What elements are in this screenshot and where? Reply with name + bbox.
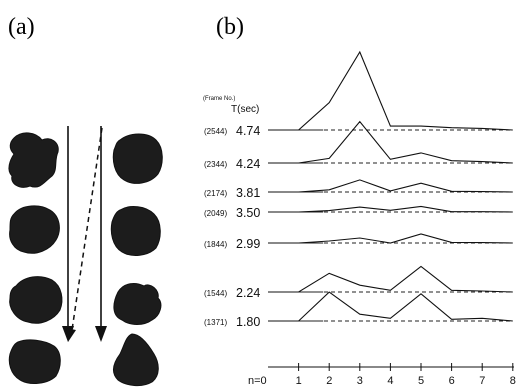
- panel-a-shapes: [8, 126, 163, 387]
- x-tick-label: 8: [510, 375, 516, 387]
- x-tick-label: 7: [479, 375, 485, 387]
- shape-right-1: [112, 133, 163, 184]
- trace-line: [268, 179, 513, 193]
- trace-line: [268, 50, 513, 131]
- shape-left-4: [8, 339, 61, 384]
- trace-line: [268, 233, 513, 244]
- x-tick-label: 3: [357, 375, 363, 387]
- x-axis: n=0 1 2 3 4 5 6 7 8: [248, 363, 516, 387]
- time-value-label: 2.24: [236, 286, 260, 300]
- trace-line: [268, 120, 513, 164]
- frame-number-label: (1844): [204, 240, 227, 249]
- trace-row: (2174) 3.81: [204, 179, 513, 200]
- frame-number-header: (Frame No.): [203, 96, 235, 102]
- frame-number-label: (1371): [204, 318, 227, 327]
- shape-left-3: [9, 276, 63, 324]
- frame-number-label: (2344): [204, 160, 227, 169]
- shape-right-4: [113, 333, 159, 387]
- arrow-solid-right-head: [95, 326, 107, 342]
- stacked-traces: (2544) 4.74 (2344) 4.24 (2174) 3.81 (2049) 3.50…: [204, 50, 513, 329]
- time-header: T(sec): [231, 104, 259, 115]
- shape-left-2: [9, 205, 60, 254]
- frame-number-label: (1544): [204, 289, 227, 298]
- trace-row: (2344) 4.24: [204, 120, 513, 171]
- time-value-label: 1.80: [236, 315, 260, 329]
- trace-row: (1371) 1.80: [204, 291, 513, 329]
- trace-line: [268, 291, 513, 322]
- time-value-label: 4.74: [236, 124, 260, 138]
- trace-row: (1844) 2.99: [204, 233, 513, 251]
- panel-b-label: (b): [216, 14, 244, 40]
- trace-row: (2544) 4.74: [204, 50, 513, 138]
- time-value-label: 3.50: [236, 206, 260, 220]
- x-tick-label: 4: [387, 375, 393, 387]
- shape-right-2: [110, 206, 161, 256]
- frame-number-label: (2544): [204, 127, 227, 136]
- time-value-label: 3.81: [236, 186, 260, 200]
- trace-line: [268, 265, 513, 293]
- panel-a-label: (a): [8, 14, 35, 40]
- arrow-dashed: [71, 127, 103, 331]
- x-tick-label: 5: [418, 375, 424, 387]
- shape-right-3: [113, 283, 162, 325]
- time-value-label: 2.99: [236, 237, 260, 251]
- time-value-label: 4.24: [236, 157, 260, 171]
- x-tick-label: 6: [449, 375, 455, 387]
- trace-row: (1544) 2.24: [204, 265, 513, 300]
- trace-line: [268, 205, 513, 213]
- frame-number-label: (2174): [204, 189, 227, 198]
- arrow-dashed-head: [66, 328, 76, 342]
- x-tick-label: 1: [296, 375, 302, 387]
- frame-number-label: (2049): [204, 209, 227, 218]
- shape-left-1: [8, 132, 59, 188]
- x-axis-prefix: n=0: [248, 375, 267, 387]
- x-tick-label: 2: [326, 375, 332, 387]
- trace-row: (2049) 3.50: [204, 205, 513, 220]
